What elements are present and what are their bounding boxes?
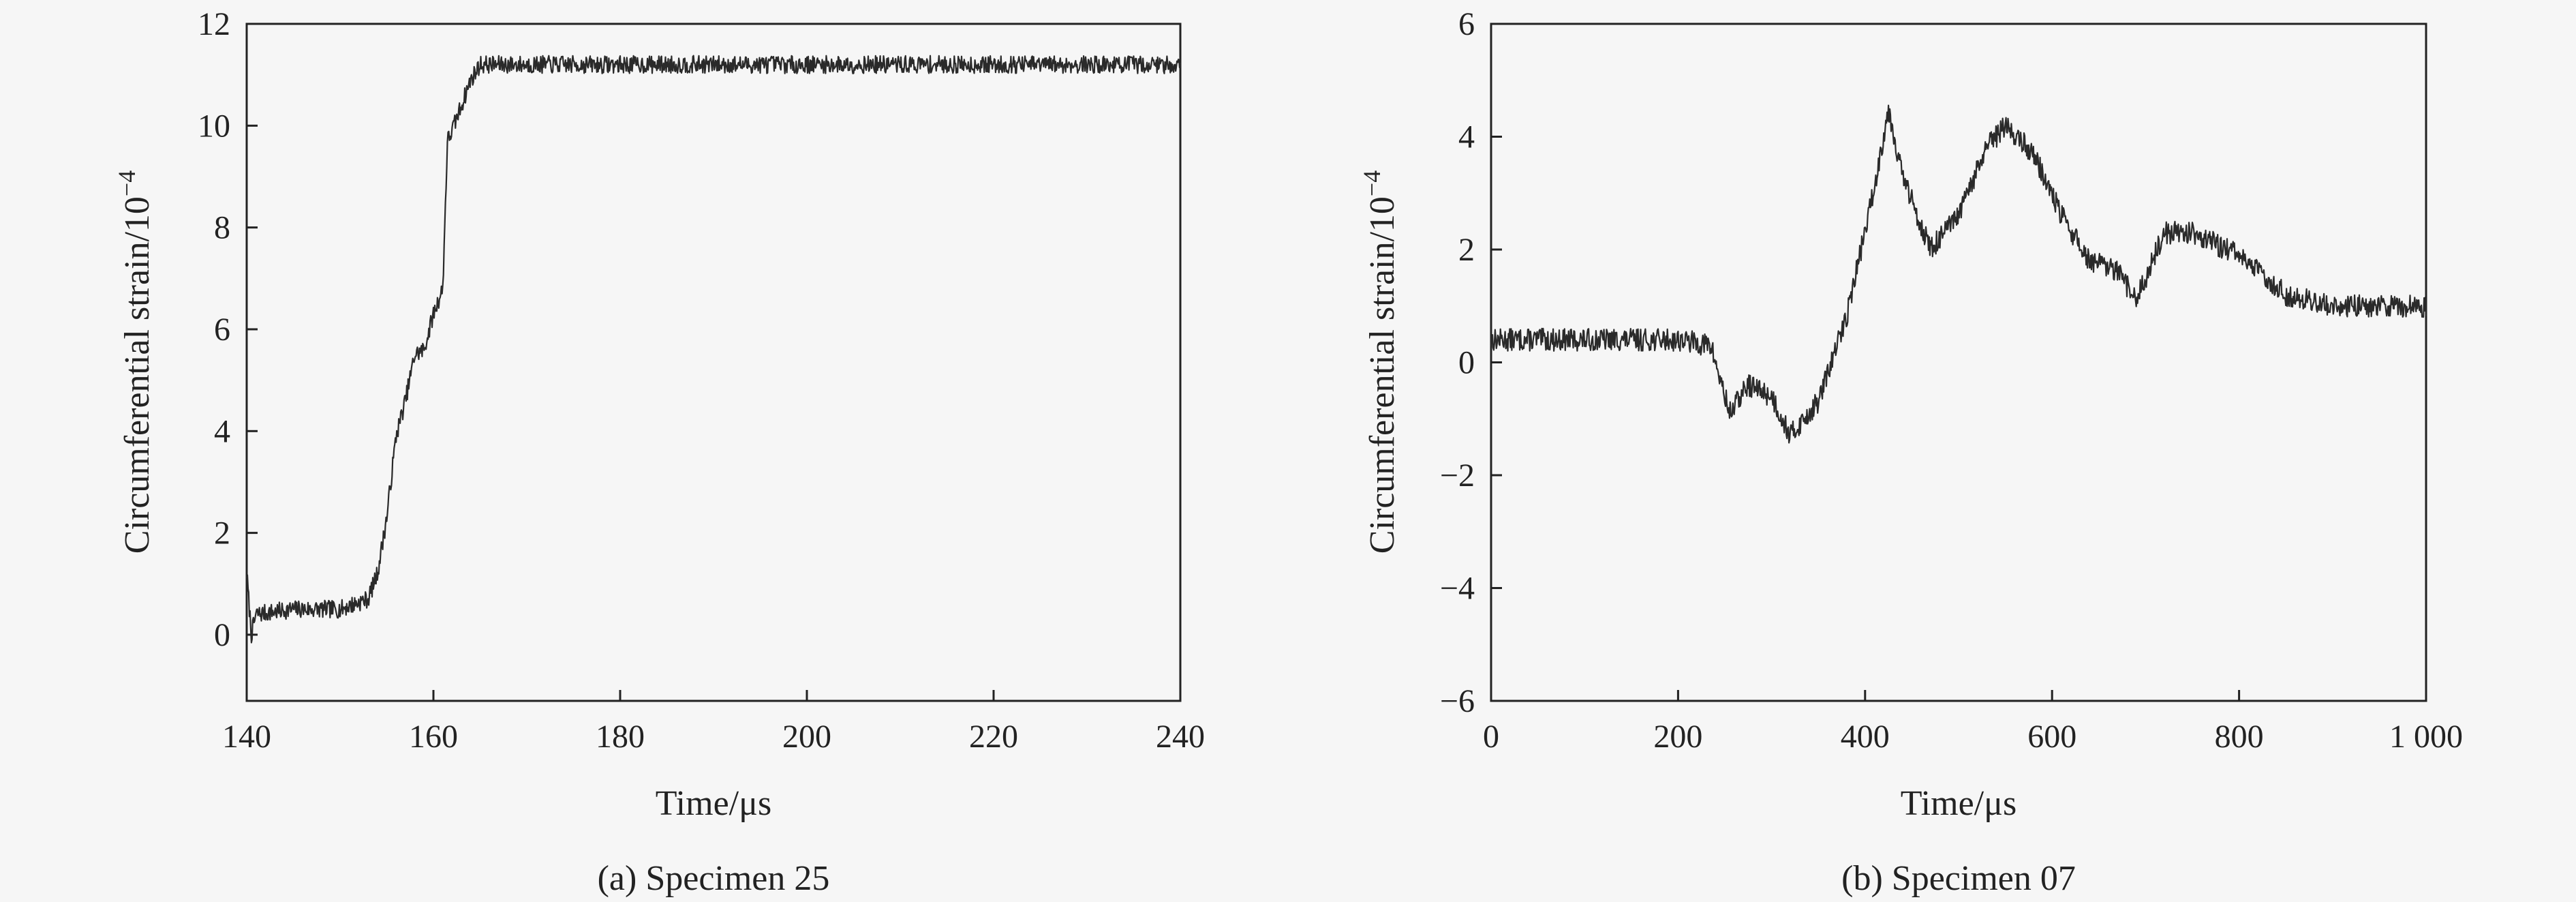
panel-b-x-tick-label: 800 bbox=[2215, 719, 2264, 755]
panel-a-y-tick-label: 8 bbox=[214, 210, 230, 246]
panel-a-x-tick-label: 240 bbox=[1156, 719, 1205, 755]
panel-b-x-tick-label: 1 000 bbox=[2389, 719, 2463, 755]
panel-b-strain-trace bbox=[1490, 104, 2427, 444]
panel-a-x-tick-label: 200 bbox=[782, 719, 831, 755]
panel-a-caption: (a) Specimen 25 bbox=[598, 859, 830, 898]
panel-b-caption: (b) Specimen 07 bbox=[1841, 859, 2076, 898]
panel-b-y-tick-label: 6 bbox=[1458, 6, 1475, 42]
panel-a-x-ticks: 140 160 180 200 220 240 bbox=[222, 690, 1205, 755]
panel-b-y-axis-label: Circumferential strain/10−4 bbox=[1358, 170, 1402, 554]
panel-a-x-axis-label: Time/μs bbox=[656, 784, 771, 823]
panel-a-y-tick-label: 0 bbox=[214, 617, 230, 653]
panel-a-x-tick-label: 160 bbox=[409, 719, 458, 755]
panel-b-y-tick-label: −2 bbox=[1440, 457, 1475, 494]
panel-b-x-tick-label: 400 bbox=[1841, 719, 1890, 755]
panel-a-y-axis-label: Circumferential strain/10−4 bbox=[113, 170, 157, 554]
panel-b-chart: 0 200 400 600 800 1 000 −6 −4 −2 0 2 4 6 Time/μs Ci… bbox=[1358, 6, 2463, 898]
panel-a-y-tick-label: 4 bbox=[214, 413, 230, 449]
panel-b-x-tick-label: 200 bbox=[1653, 719, 1702, 755]
panel-a-x-tick-label: 220 bbox=[969, 719, 1018, 755]
panel-a-y-tick-label: 12 bbox=[198, 6, 230, 42]
panel-a-chart: 140 160 180 200 220 240 0 2 4 6 8 10 12 Time/μs Cir… bbox=[113, 6, 1205, 898]
panel-b-plot-frame bbox=[1490, 22, 2427, 702]
panel-b-y-tick-label: 2 bbox=[1458, 232, 1475, 268]
panel-b-y-tick-label: 0 bbox=[1458, 345, 1475, 381]
panel-a-y-tick-label: 2 bbox=[214, 515, 230, 552]
panel-b-y-ticks: −6 −4 −2 0 2 4 6 bbox=[1440, 6, 1502, 719]
panel-b-y-tick-label: 4 bbox=[1458, 119, 1475, 155]
panel-b-y-tick-label: −4 bbox=[1440, 571, 1475, 607]
panel-b-x-axis-label: Time/μs bbox=[1901, 784, 2017, 823]
panel-b-x-ticks: 0 200 400 600 800 1 000 bbox=[1483, 690, 2463, 755]
panel-b-x-tick-label: 0 bbox=[1483, 719, 1499, 755]
panel-b-x-tick-label: 600 bbox=[2027, 719, 2076, 755]
panel-a-y-tick-label: 10 bbox=[198, 108, 230, 144]
panel-a-y-ticks: 0 2 4 6 8 10 12 bbox=[198, 6, 258, 653]
panel-a-strain-trace bbox=[245, 55, 1182, 644]
panel-b-y-tick-label: −6 bbox=[1440, 683, 1475, 719]
panel-a-x-tick-label: 180 bbox=[596, 719, 645, 755]
panel-a-y-tick-label: 6 bbox=[214, 312, 230, 348]
panel-a-x-tick-label: 140 bbox=[222, 719, 271, 755]
panel-a-plot-frame bbox=[245, 22, 1182, 702]
